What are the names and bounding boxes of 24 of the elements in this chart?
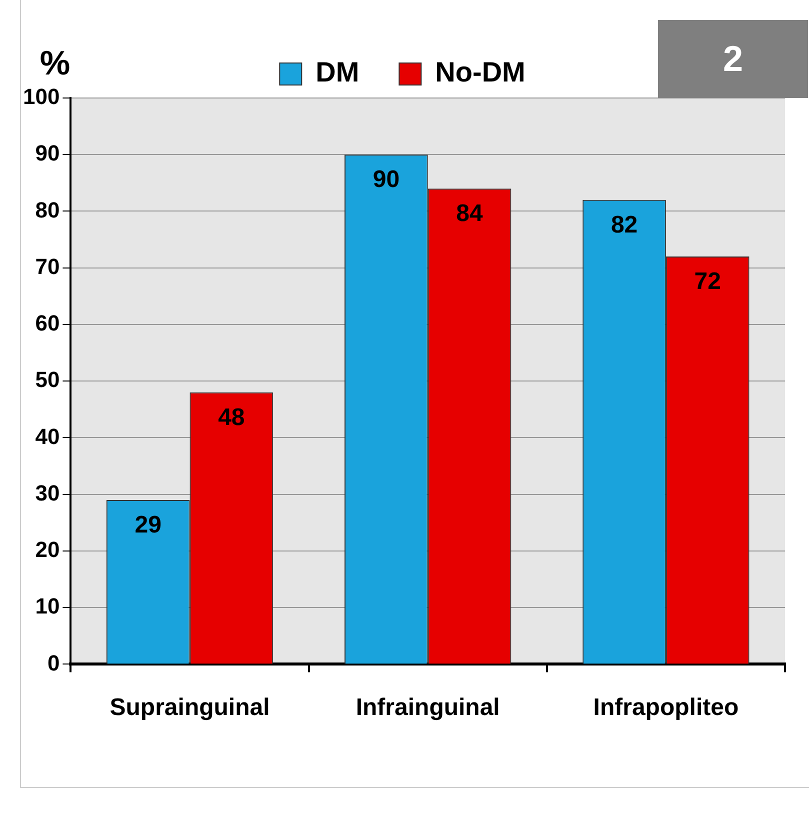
y-tick-label: 90	[35, 140, 60, 166]
data-label: 84	[456, 200, 484, 228]
y-tick-label: 20	[35, 537, 60, 562]
y-tick-label: 80	[35, 197, 60, 222]
y-tick-label: 30	[35, 480, 60, 506]
legend-label: No-DM	[435, 56, 526, 88]
x-tick-label: Suprainguinal	[110, 694, 270, 722]
data-label: 82	[610, 212, 638, 239]
y-tick-label: 0	[47, 650, 60, 676]
data-label: 48	[218, 404, 245, 432]
y-tick-label: 70	[35, 254, 60, 279]
legend-label: DM	[316, 56, 360, 88]
y-tick-label: 100	[22, 84, 60, 110]
y-tick-label: 10	[35, 594, 60, 619]
y-axis-title: %	[40, 44, 70, 82]
data-label: 90	[372, 166, 400, 194]
y-tick-label: 40	[35, 424, 60, 449]
x-tick-label: Infrapopliteo	[593, 694, 739, 722]
data-label: 29	[134, 512, 162, 539]
data-label: 72	[694, 268, 721, 296]
text: 2	[722, 38, 744, 80]
y-tick-label: 60	[35, 310, 60, 336]
y-tick-label: 50	[35, 367, 60, 392]
x-tick-label: Infrainguinal	[356, 694, 500, 722]
